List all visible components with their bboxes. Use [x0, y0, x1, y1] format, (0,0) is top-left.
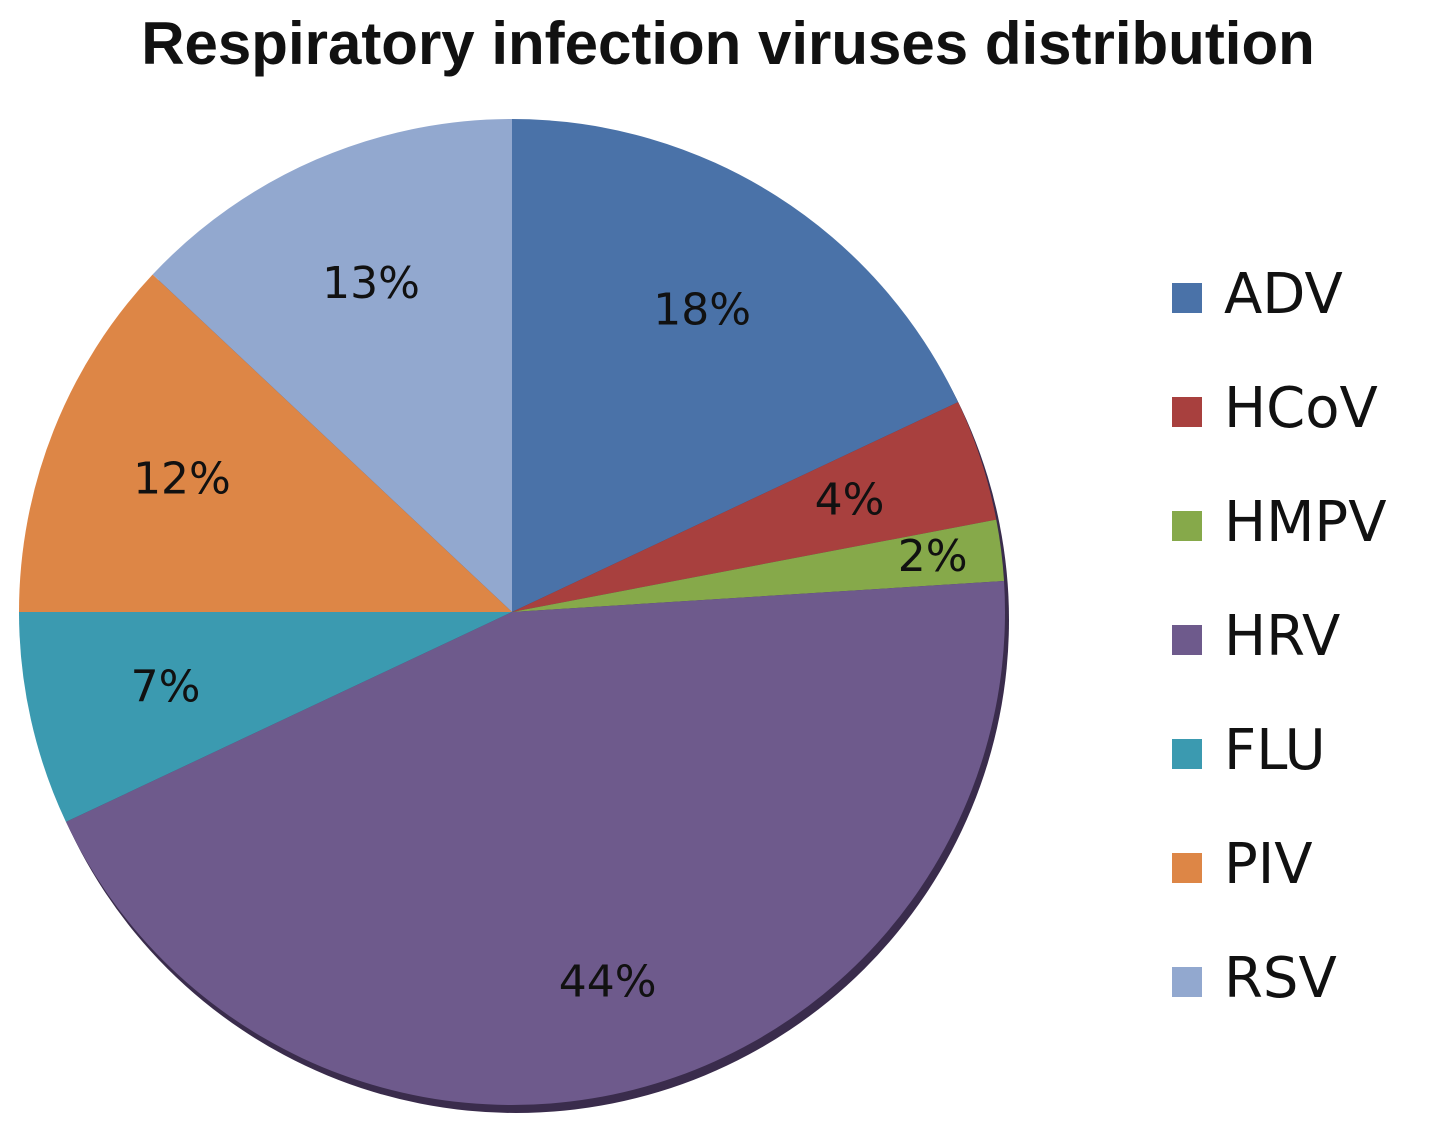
legend-item-hcov: HCoV: [1172, 376, 1378, 441]
legend-item-rsv: RSV: [1172, 946, 1337, 1011]
pie-slice-adv: [512, 119, 959, 612]
pie-slice-flu: [19, 612, 512, 822]
pie-slice-hmpv: [512, 519, 1005, 612]
legend-swatch-hcov: [1172, 397, 1202, 427]
legend-swatch-hmpv: [1172, 511, 1202, 541]
slice-label-hmpv: 2%: [898, 531, 968, 582]
slice-label-rsv: 13%: [322, 258, 420, 309]
slice-label-adv: 18%: [653, 284, 751, 335]
legend-label-hcov: HCoV: [1224, 376, 1378, 441]
pie-slice-hcov: [512, 402, 997, 612]
legend-swatch-flu: [1172, 739, 1202, 769]
pie-slice-hrv: [65, 581, 1005, 1105]
slice-label-piv: 12%: [133, 453, 231, 504]
slice-label-hrv: 44%: [559, 956, 657, 1007]
pie-slice-rsv: [152, 119, 512, 612]
legend-swatch-hrv: [1172, 625, 1202, 655]
legend-label-piv: PIV: [1224, 832, 1313, 897]
legend-label-hrv: HRV: [1224, 604, 1340, 669]
legend-item-hmpv: HMPV: [1172, 490, 1387, 555]
legend-swatch-rsv: [1172, 967, 1202, 997]
legend: ADV HCoV HMPV HRV FLU PIV RSV: [1172, 262, 1387, 1011]
legend-label-adv: ADV: [1224, 262, 1343, 327]
pie-slices: [19, 119, 1005, 1105]
slice-label-flu: 7%: [131, 661, 201, 712]
legend-label-rsv: RSV: [1224, 946, 1337, 1011]
legend-item-adv: ADV: [1172, 262, 1343, 327]
legend-item-piv: PIV: [1172, 832, 1313, 897]
legend-item-hrv: HRV: [1172, 604, 1340, 669]
chart-title: Respiratory infection viruses distributi…: [141, 10, 1315, 77]
legend-label-hmpv: HMPV: [1224, 490, 1387, 555]
legend-swatch-piv: [1172, 853, 1202, 883]
legend-swatch-adv: [1172, 283, 1202, 313]
slice-label-hcov: 4%: [815, 474, 885, 525]
slice-labels: 18% 4% 2% 44% 7% 12% 13%: [131, 258, 968, 1007]
legend-item-flu: FLU: [1172, 718, 1326, 783]
legend-label-flu: FLU: [1224, 718, 1326, 783]
pie-slice-piv: [19, 274, 512, 612]
